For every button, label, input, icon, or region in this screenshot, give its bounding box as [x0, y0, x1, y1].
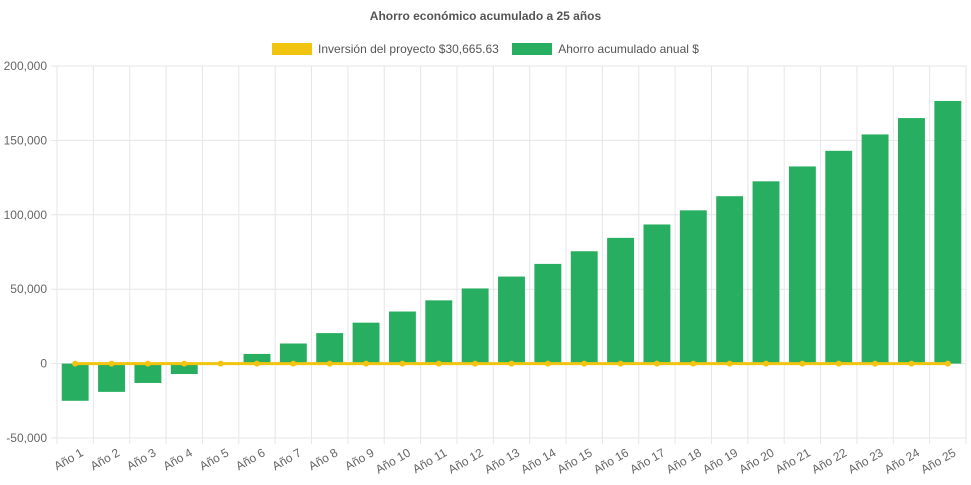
x-tick-label: Año 10 [373, 445, 413, 476]
x-tick-label: Año 22 [809, 445, 849, 476]
bar [461, 288, 489, 364]
x-tick-label: Año 2 [88, 445, 122, 473]
investment-point [581, 360, 588, 367]
investment-point [944, 360, 951, 367]
bar [170, 363, 198, 375]
bar [752, 181, 780, 364]
investment-point [908, 360, 915, 367]
investment-point [653, 360, 660, 367]
bar [570, 251, 598, 364]
x-tick-label: Año 6 [233, 445, 267, 473]
bar [316, 333, 344, 364]
bar [861, 134, 889, 364]
investment-point [544, 360, 551, 367]
investment-point [617, 360, 624, 367]
investment-point [253, 360, 260, 367]
legend-swatch-investment [272, 43, 313, 55]
x-tick-label: Año 19 [700, 445, 740, 476]
y-tick-label: 150,000 [4, 133, 48, 147]
bar [679, 210, 707, 364]
x-tick-label: Año 18 [664, 445, 704, 476]
bar [643, 224, 671, 364]
investment-point [472, 360, 479, 367]
investment-point [217, 360, 224, 367]
chart-title: Ahorro económico acumulado a 25 años [369, 9, 602, 23]
investment-point [326, 360, 333, 367]
bar [934, 100, 962, 364]
bar [607, 237, 635, 364]
x-tick-label: Año 1 [52, 445, 86, 473]
bar [825, 150, 853, 364]
investment-point [144, 360, 151, 367]
y-tick-label: 100,000 [4, 208, 48, 222]
x-tick-label: Año 16 [591, 445, 631, 476]
x-tick-label: Año 21 [773, 445, 813, 476]
x-tick-label: Año 3 [124, 445, 158, 473]
bar [243, 353, 271, 364]
x-tick-label: Año 24 [882, 445, 922, 476]
x-tick-label: Año 25 [918, 445, 958, 476]
bar [498, 276, 525, 364]
investment-point [763, 360, 770, 367]
x-tick-label: Año 7 [270, 445, 304, 473]
investment-point [181, 360, 188, 367]
legend-label-investment: Inversión del proyecto $30,665.63 [318, 42, 499, 56]
investment-point [835, 360, 842, 367]
investment-point [363, 360, 370, 367]
x-tick-label: Año 14 [518, 445, 558, 476]
y-tick-label: 50,000 [10, 282, 47, 296]
y-tick-label: 200,000 [4, 59, 48, 73]
investment-point [72, 360, 79, 367]
investment-point [872, 360, 879, 367]
x-tick-label: Año 11 [410, 445, 449, 476]
legend-item-savings[interactable]: Ahorro acumulado anual $ [512, 42, 699, 56]
bar [388, 311, 416, 364]
investment-point [399, 360, 406, 367]
investment-point [108, 360, 115, 367]
legend: Inversión del proyecto $30,665.63 Ahorro… [0, 42, 971, 58]
bar [716, 196, 744, 364]
x-tick-label: Año 15 [555, 445, 595, 476]
investment-point [508, 360, 515, 367]
x-tick-label: Año 4 [161, 445, 195, 473]
x-tick-label: Año 23 [846, 445, 886, 476]
investment-point [726, 360, 733, 367]
bar [279, 343, 307, 364]
bar [898, 118, 925, 364]
x-tick-label: Año 8 [306, 445, 340, 473]
x-tick-label: Año 13 [482, 445, 522, 476]
investment-point [290, 360, 297, 367]
x-tick-label: Año 5 [197, 445, 231, 473]
x-tick-label: Año 9 [342, 445, 376, 473]
bar [788, 166, 816, 364]
x-tick-label: Año 20 [737, 445, 777, 476]
y-tick-label: -50,000 [6, 431, 47, 445]
legend-item-investment[interactable]: Inversión del proyecto $30,665.63 [272, 42, 499, 56]
investment-point [690, 360, 697, 367]
bar [61, 363, 89, 401]
bar [534, 263, 562, 364]
investment-point [799, 360, 806, 367]
investment-point [435, 360, 442, 367]
bar [134, 363, 162, 383]
y-tick-label: 0 [40, 357, 47, 371]
x-tick-label: Año 17 [627, 445, 667, 476]
x-tick-label: Año 12 [446, 445, 486, 476]
bar [352, 322, 380, 364]
bar [98, 363, 125, 392]
bar [425, 300, 453, 364]
legend-label-savings: Ahorro acumulado anual $ [558, 42, 699, 56]
legend-swatch-savings [512, 43, 553, 55]
